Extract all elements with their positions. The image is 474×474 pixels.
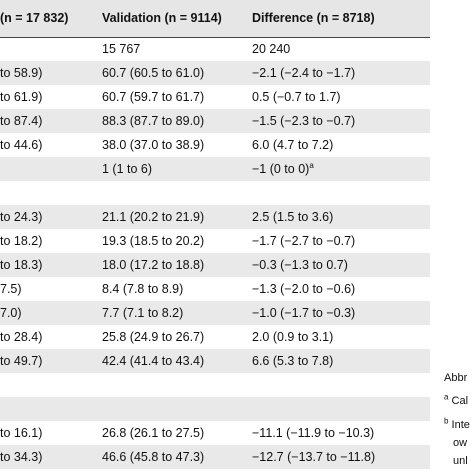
table-row: 7.0) 7.7 (7.1 to 8.2) −1.0 (−1.7 to −0.3) (0, 301, 430, 325)
footnote-a: a Cal (444, 392, 469, 407)
cell-difference: −1.0 (−1.7 to −0.3) (252, 306, 356, 320)
table-row: to 87.4) 88.3 (87.7 to 89.0) −1.5 (−2.3 to… (0, 109, 430, 133)
table-row: to 34.3) 46.6 (45.8 to 47.3) −12.7 (−13.7 … (0, 445, 430, 469)
cell-difference: 2.5 (1.5 to 3.6) (252, 210, 334, 224)
cell-development: to 16.1) (0, 426, 43, 440)
cell-difference: −2.1 (−2.4 to −1.7) (252, 66, 356, 80)
header-difference: Difference (n = 8718) (252, 11, 375, 25)
cell-development: to 58.9) (0, 66, 43, 80)
cell-validation: 46.6 (45.8 to 47.3) (102, 450, 205, 464)
cell-development: to 44.6) (0, 138, 43, 152)
table-row: to 24.3) 21.1 (20.2 to 21.9) 2.5 (1.5 to 3… (0, 205, 430, 229)
cell-difference: 0.5 (−0.7 to 1.7) (252, 90, 341, 104)
cell-difference: −1.3 (−2.0 to −0.6) (252, 282, 356, 296)
cell-validation: 18.0 (17.2 to 18.8) (102, 258, 205, 272)
table-row: to 18.3) 18.0 (17.2 to 18.8) −0.3 (−1.3 to… (0, 253, 430, 277)
table-row: to 49.7) 42.4 (41.4 to 43.4) 6.6 (5.3 to 7… (0, 349, 430, 373)
cell-validation: 60.7 (59.7 to 61.7) (102, 90, 205, 104)
table-row: 1 (1 to 6) −1 (0 to 0)a (0, 157, 430, 181)
cell-difference: 6.0 (4.7 to 7.2) (252, 138, 334, 152)
cell-difference: −11.1 (−11.9 to −10.3) (252, 426, 375, 440)
footnote-abbreviations: Abbr (444, 372, 468, 384)
cell-difference: −1 (0 to 0)a (252, 160, 314, 176)
cell-development: to 87.4) (0, 114, 43, 128)
header-validation: Validation (n = 9114) (102, 11, 222, 25)
table-header-row: (n = 17 832) Validation (n = 9114) Diffe… (0, 0, 430, 38)
table-row (0, 397, 430, 421)
footnote-a-text: Cal (451, 395, 469, 407)
footnote-b-text: Inte (451, 419, 470, 431)
table-row: to 44.6) 38.0 (37.0 to 38.9) 6.0 (4.7 to 7… (0, 133, 430, 157)
cell-development: to 34.3) (0, 450, 43, 464)
cell-validation: 38.0 (37.0 to 38.9) (102, 138, 205, 152)
cell-difference: 2.0 (0.9 to 3.1) (252, 330, 334, 344)
cell-validation: 19.3 (18.5 to 20.2) (102, 234, 205, 248)
cell-validation: 88.3 (87.7 to 89.0) (102, 114, 205, 128)
cell-development: to 18.3) (0, 258, 43, 272)
table-row (0, 373, 430, 397)
cell-difference: −1.7 (−2.7 to −0.7) (252, 234, 356, 248)
footnotes: Abbr a Cal b Inte ow unl (444, 0, 474, 474)
cell-difference: 6.6 (5.3 to 7.8) (252, 354, 334, 368)
table-row: 7.5) 8.4 (7.8 to 8.9) −1.3 (−2.0 to −0.6) (0, 277, 430, 301)
table-row: to 18.2) 19.3 (18.5 to 20.2) −1.7 (−2.7 to… (0, 229, 430, 253)
cell-development: to 28.4) (0, 330, 43, 344)
cell-development: to 18.2) (0, 234, 43, 248)
cell-development: to 61.9) (0, 90, 43, 104)
cell-difference: −1.5 (−2.3 to −0.7) (252, 114, 356, 128)
header-development: (n = 17 832) (0, 11, 69, 25)
cell-development: to 24.3) (0, 210, 43, 224)
cell-validation: 21.1 (20.2 to 21.9) (102, 210, 205, 224)
cell-difference: −0.3 (−1.3 to 0.7) (252, 258, 348, 272)
cell-development: 7.5) (0, 282, 22, 296)
cell-validation: 15 767 (102, 42, 141, 56)
cell-validation: 7.7 (7.1 to 8.2) (102, 306, 184, 320)
cell-development: 7.0) (0, 306, 22, 320)
footnote-b-line2: ow (453, 437, 468, 449)
cell-validation: 25.8 (24.9 to 26.7) (102, 330, 205, 344)
cell-difference: 20 240 (252, 42, 291, 56)
data-table: (n = 17 832) Validation (n = 9114) Diffe… (0, 0, 430, 469)
cell-validation: 8.4 (7.8 to 8.9) (102, 282, 184, 296)
footnote-marker: a (309, 160, 314, 170)
cell-difference: −12.7 (−13.7 to −11.8) (252, 450, 376, 464)
cell-validation: 60.7 (60.5 to 61.0) (102, 66, 205, 80)
cell-development: to 49.7) (0, 354, 43, 368)
table-row (0, 181, 430, 205)
cell-validation: 1 (1 to 6) (102, 162, 153, 176)
cell-validation: 42.4 (41.4 to 43.4) (102, 354, 205, 368)
table-row: to 61.9) 60.7 (59.7 to 61.7) 0.5 (−0.7 to … (0, 85, 430, 109)
footnote-b-line3: unl (453, 455, 468, 467)
footnote-b: b Inte (444, 416, 470, 431)
cell-validation: 26.8 (26.1 to 27.5) (102, 426, 205, 440)
table-row: to 16.1) 26.8 (26.1 to 27.5) −11.1 (−11.9 … (0, 421, 430, 445)
table-row: 15 767 20 240 (0, 37, 430, 61)
table-row: to 28.4) 25.8 (24.9 to 26.7) 2.0 (0.9 to 3… (0, 325, 430, 349)
table-row: to 58.9) 60.7 (60.5 to 61.0) −2.1 (−2.4 to… (0, 61, 430, 85)
